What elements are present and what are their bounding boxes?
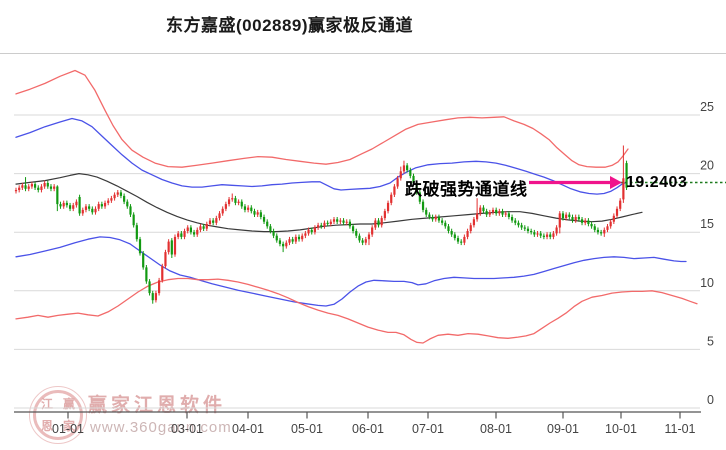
y-axis-label: 20 xyxy=(700,159,714,173)
breakdown-arrow xyxy=(529,176,622,189)
y-axis-label: 25 xyxy=(700,100,714,114)
x-axis-label: 05-01 xyxy=(291,422,323,436)
x-axis-label: 04-01 xyxy=(232,422,264,436)
x-axis-label: 08-01 xyxy=(480,422,512,436)
series-extreme-bottom-red xyxy=(15,277,698,344)
series-weak-bottom-blue xyxy=(15,236,687,307)
x-axis-label: 09-01 xyxy=(547,422,579,436)
y-axis-label: 15 xyxy=(700,217,714,231)
annotation-breakdown-label: 跌破强势通道线 xyxy=(405,180,528,199)
annotation-price-label: 19.2403 xyxy=(626,174,688,191)
watermark: 江 赢 恩 家 赢家江恩软件 www.360gann.com xyxy=(0,380,280,450)
x-axis: 01-01 03-01 04-01 05-01 06-01 07-01 08-01 09-01… xyxy=(14,411,701,436)
y-axis-label: 0 xyxy=(707,393,714,407)
x-axis-label: 11-01 xyxy=(664,422,695,436)
seal-char: 江 xyxy=(40,397,53,411)
gann-seal-icon: 江 赢 恩 家 xyxy=(29,386,87,444)
seal-char: 家 xyxy=(62,419,75,433)
watermark-brand-text: 赢家江恩软件 xyxy=(88,395,227,416)
y-axis-label: 5 xyxy=(707,334,714,348)
y-axis-label: 10 xyxy=(700,276,714,290)
x-axis-label: 01-01 xyxy=(52,422,84,436)
candles xyxy=(14,145,628,304)
x-axis-label: 07-01 xyxy=(412,422,444,436)
series-strong-top-blue xyxy=(15,117,627,195)
x-axis-label: 10-01 xyxy=(605,422,637,436)
x-axis-label: 03-01 xyxy=(171,422,203,436)
watermark-url-text: www.360gann.com xyxy=(90,419,232,436)
chart-title: 东方嘉盛(002889)赢家极反通道 xyxy=(166,16,414,35)
grid-and-y-axis: 25 20 15 10 5 0 xyxy=(14,100,714,409)
seal-char: 赢 xyxy=(62,397,75,411)
seal-char: 恩 xyxy=(40,419,53,433)
x-axis-label: 06-01 xyxy=(352,422,384,436)
series-extreme-top-red xyxy=(15,69,629,168)
gann-seal-characters: 江 赢 恩 家 xyxy=(33,390,83,440)
